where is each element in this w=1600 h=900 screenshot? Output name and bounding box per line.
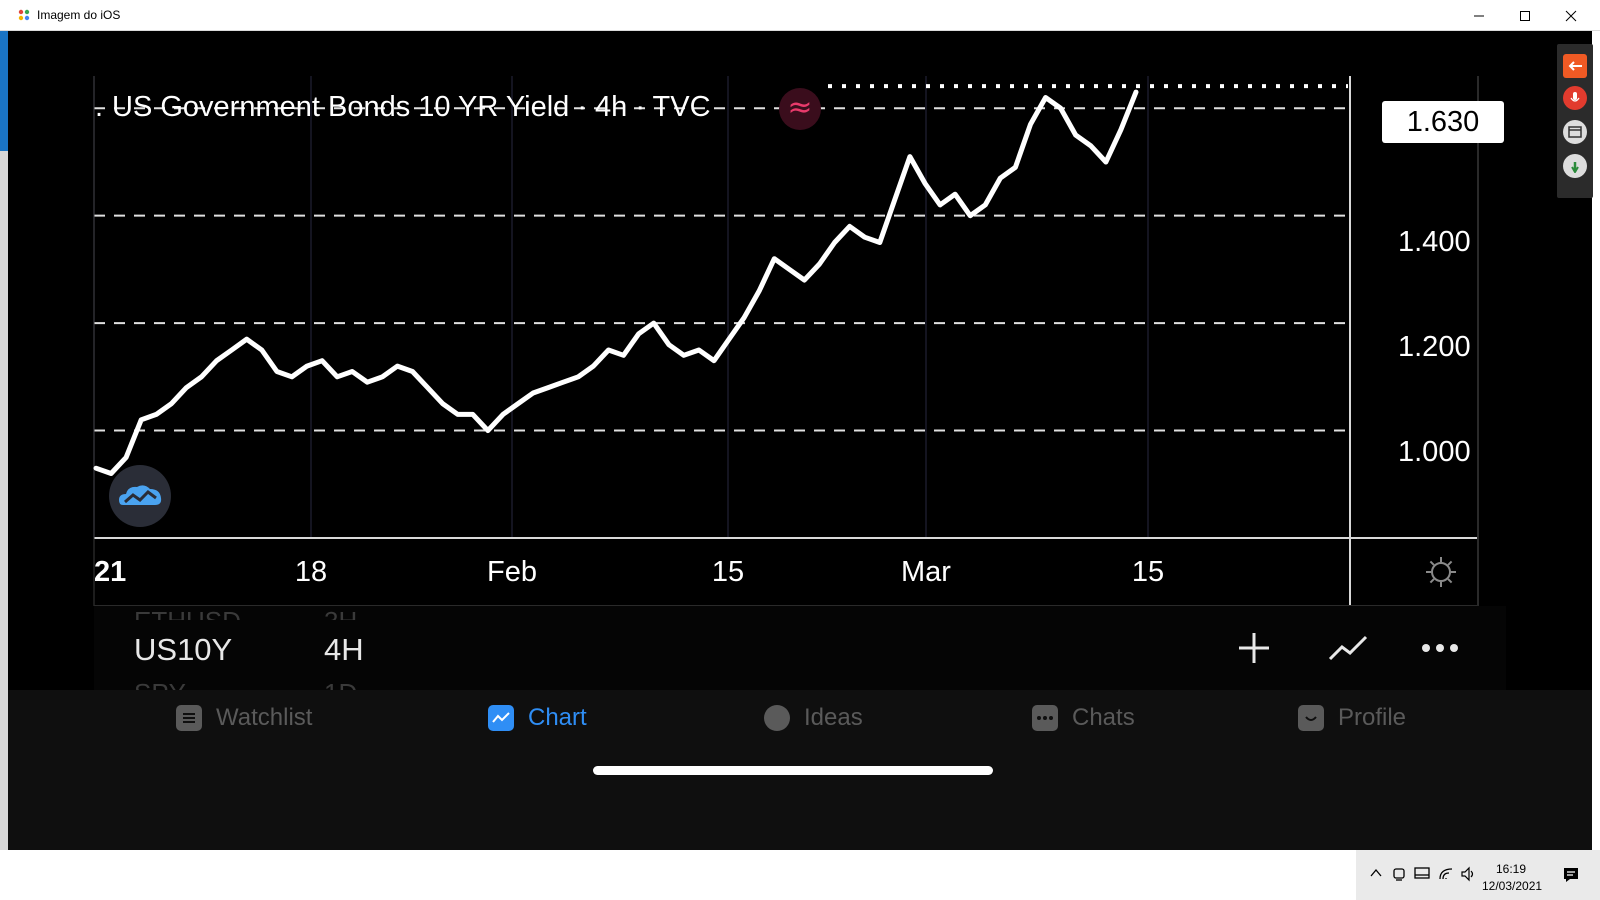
tab-chart[interactable]: Chart — [488, 704, 587, 732]
add-button[interactable] — [1232, 626, 1276, 670]
windows-taskbar: 16:19 12/03/2021 — [0, 850, 1600, 900]
bottom-tab-bar: Watchlist Chart Ideas Chats Profile — [8, 690, 1592, 850]
interval-below[interactable]: 1D — [324, 678, 357, 692]
volume-icon[interactable] — [1460, 866, 1476, 882]
more-icon — [1422, 644, 1458, 652]
touch-icon[interactable] — [1563, 154, 1587, 178]
cloud-chart-glyph — [119, 485, 162, 505]
clock-date[interactable]: 12/03/2021 — [1482, 879, 1543, 893]
tab-ideas[interactable]: Ideas — [764, 704, 863, 732]
home-indicator[interactable] — [593, 766, 993, 775]
ideas-icon — [764, 705, 790, 731]
gear-icon[interactable] — [1424, 555, 1458, 589]
x-tick-label: 15 — [1131, 556, 1165, 588]
tradingview-cloud-icon[interactable] — [109, 465, 171, 527]
window-title: Imagem do iOS — [37, 8, 121, 22]
x-tick-label: Mar — [901, 556, 951, 588]
tab-chats[interactable]: Chats — [1032, 704, 1135, 732]
display-icon[interactable] — [1414, 866, 1430, 882]
tab-label: Chats — [1072, 704, 1135, 731]
tab-watchlist[interactable]: Watchlist — [176, 704, 312, 732]
price-chart[interactable] — [8, 31, 1592, 606]
chart-icon — [488, 705, 514, 731]
x-tick-label: 21 — [94, 556, 127, 588]
maximize-icon — [1520, 10, 1530, 21]
profile-icon — [1298, 705, 1324, 731]
maximize-button[interactable] — [1502, 0, 1548, 31]
window-title-bar[interactable]: Imagem do iOS — [0, 0, 1600, 31]
watchlist-icon — [176, 705, 202, 731]
symbol-name[interactable]: US10Y — [134, 632, 233, 667]
interval-above[interactable]: 3H — [324, 606, 357, 620]
more-button[interactable] — [1418, 626, 1462, 670]
y-tick-label: 1.000 — [1398, 436, 1471, 468]
close-icon — [1565, 10, 1577, 21]
app-icon — [18, 9, 30, 21]
mirror-tools-panel — [1557, 44, 1593, 198]
clock-time[interactable]: 16:19 — [1496, 862, 1527, 876]
x-tick-label: Feb — [487, 556, 537, 588]
watchlist-picker-row[interactable]: ETHUSD 3H US10Y 4H SPY 1D — [94, 606, 1506, 692]
back-arrow-icon[interactable] — [1563, 54, 1587, 78]
x-tick-label: 18 — [294, 556, 328, 588]
minimize-button[interactable] — [1456, 0, 1502, 31]
tab-label: Ideas — [804, 704, 863, 731]
meet-now-icon[interactable] — [1392, 866, 1406, 882]
window-mode-icon[interactable] — [1563, 120, 1587, 144]
minimize-icon — [1474, 15, 1484, 16]
title-bullet: . — [95, 91, 104, 123]
close-button[interactable] — [1548, 0, 1594, 31]
y-tick-label: 1.400 — [1398, 226, 1471, 258]
notifications-icon[interactable] — [1562, 866, 1580, 884]
badge-glyph: ≈ — [787, 90, 813, 125]
x-tick-label: 15 — [711, 556, 745, 588]
approx-equal-icon[interactable]: ≈ — [779, 88, 821, 130]
tab-label: Profile — [1338, 704, 1407, 731]
chats-icon — [1032, 705, 1058, 731]
wifi-icon[interactable] — [1438, 866, 1454, 882]
left-edge-strip-lower — [0, 151, 8, 851]
system-tray — [1356, 850, 1600, 900]
record-icon[interactable] — [1563, 86, 1587, 110]
phone-screen: . US Government Bonds 10 YR Yield · 4h ·… — [8, 31, 1592, 850]
symbol-interval[interactable]: 4H — [324, 632, 364, 667]
tab-profile[interactable]: Profile — [1298, 704, 1406, 732]
chevron-up-icon[interactable] — [1370, 868, 1382, 878]
last-price-label: 1.630 — [1382, 101, 1504, 143]
price-series-line — [93, 89, 1139, 476]
left-edge-strip — [0, 31, 8, 151]
tab-label: Chart — [528, 704, 587, 731]
indicators-button[interactable] — [1326, 626, 1370, 670]
add-icon — [1239, 633, 1269, 663]
y-tick-label: 1.200 — [1398, 331, 1471, 363]
indicator-line-icon — [1328, 635, 1368, 661]
symbol-below[interactable]: SPY — [134, 678, 186, 692]
symbol-above[interactable]: ETHUSD — [134, 606, 241, 620]
tab-label: Watchlist — [216, 704, 313, 731]
chart-title[interactable]: US Government Bonds 10 YR Yield · 4h · T… — [112, 91, 711, 123]
